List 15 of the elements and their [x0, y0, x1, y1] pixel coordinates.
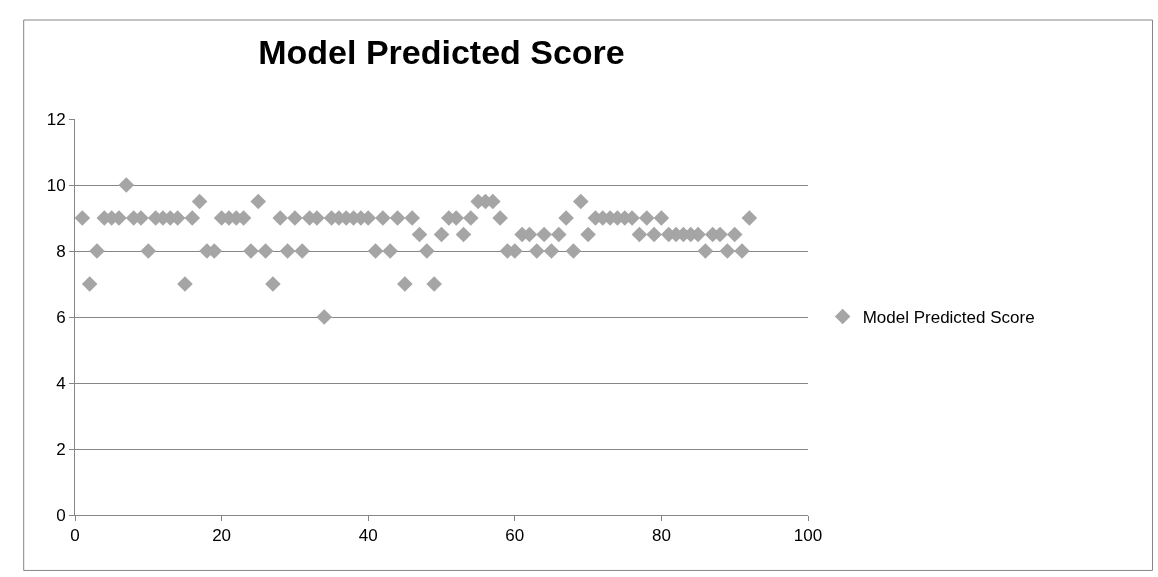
y-tick-label: 2	[56, 439, 66, 459]
y-tick-label: 6	[56, 307, 66, 327]
y-tick-label: 12	[46, 109, 66, 129]
x-tick-label: 80	[651, 526, 671, 546]
y-tick-label: 10	[46, 175, 66, 195]
x-tick-label: 0	[70, 526, 80, 546]
chart-title: Model Predicted Score	[258, 33, 625, 72]
x-tick-label: 60	[505, 526, 525, 546]
x-tick-label: 100	[793, 526, 823, 546]
x-tick-label: 20	[212, 526, 232, 546]
x-tick-label: 40	[358, 526, 378, 546]
y-tick-label: 0	[56, 505, 66, 525]
legend-label: Model Predicted Score	[862, 308, 1035, 328]
y-tick-label: 8	[56, 241, 66, 261]
y-tick-label: 4	[56, 373, 66, 393]
